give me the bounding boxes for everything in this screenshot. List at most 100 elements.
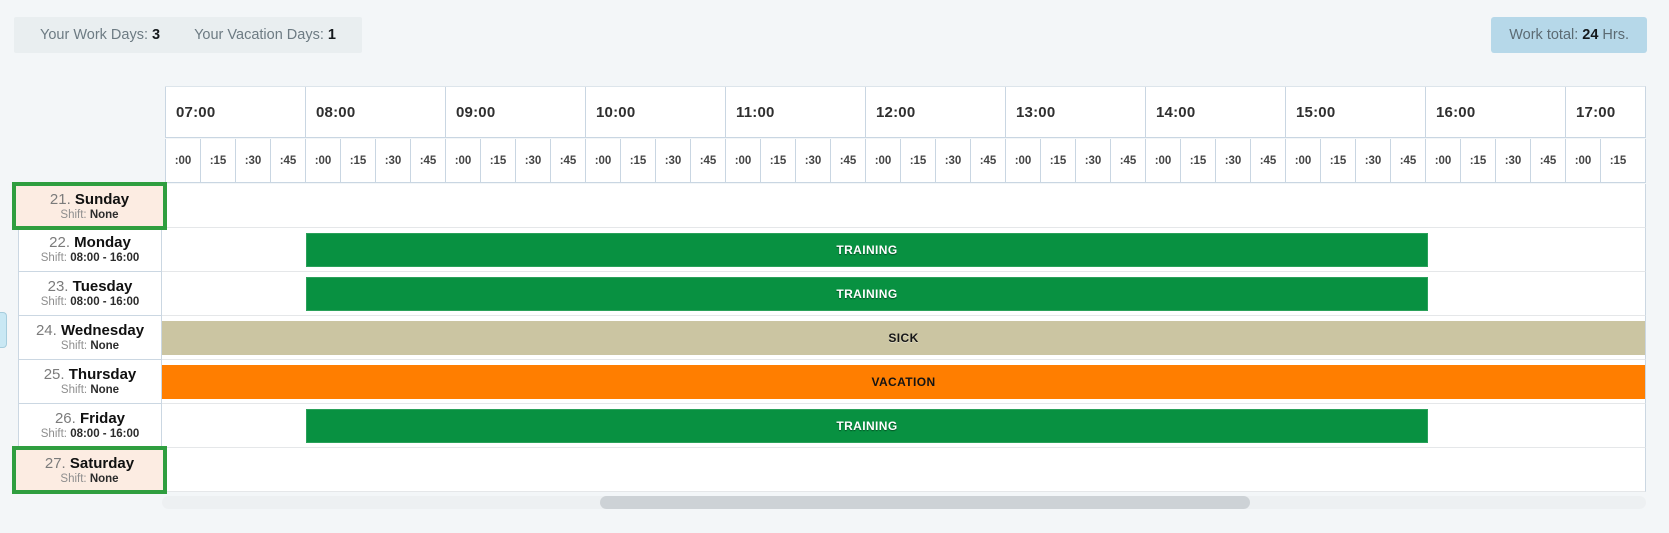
day-shift: Shift: None <box>60 472 118 486</box>
day-shift: Shift: None <box>61 383 119 397</box>
quarter-label: :00 <box>1005 139 1040 182</box>
day-name: Wednesday <box>60 322 145 339</box>
work-total-value: 24 <box>1582 27 1599 43</box>
work-total-label: Work total: <box>1509 27 1579 43</box>
quarter-label: :45 <box>550 139 585 182</box>
horizontal-scrollbar-track[interactable] <box>162 496 1646 509</box>
day-track-saturday[interactable] <box>162 448 1646 492</box>
work-total-box: Work total: 24 Hrs. <box>1491 17 1647 53</box>
day-shift: Shift: 08:00 - 16:00 <box>41 427 139 441</box>
hours-header: 07:00 08:00 09:00 10:00 11:00 12:00 13:00 14:00… <box>165 86 1646 138</box>
day-label-friday[interactable]: 26. Friday Shift: 08:00 - 16:00 <box>18 404 162 448</box>
day-label-wednesday[interactable]: 24. Wednesday Shift: None <box>18 316 162 360</box>
vacation-days-label: Your Vacation Days: <box>194 27 324 43</box>
shift-value: None <box>90 384 120 396</box>
quarter-label: :15 <box>340 139 375 182</box>
day-number: 21. <box>49 190 71 208</box>
quarter-label: :00 <box>725 139 760 182</box>
event-bar-label: VACATION <box>871 375 936 389</box>
day-track-friday[interactable]: TRAINING <box>162 404 1646 448</box>
day-title: 25. Thursday <box>44 366 137 383</box>
event-bar-training[interactable]: TRAINING <box>306 277 1428 311</box>
quarter-label: :30 <box>1215 139 1250 182</box>
day-name: Sunday <box>74 190 130 208</box>
quarter-label: :30 <box>795 139 830 182</box>
quarter-label: :45 <box>830 139 865 182</box>
quarter-label: :00 <box>445 139 480 182</box>
day-name: Thursday <box>68 366 137 383</box>
quarter-label: :45 <box>970 139 1005 182</box>
quarter-label: :30 <box>935 139 970 182</box>
day-label-saturday[interactable]: 27. Saturday Shift: None <box>12 446 167 494</box>
quarter-label: :15 <box>1460 139 1495 182</box>
event-bar-training[interactable]: TRAINING <box>306 233 1428 267</box>
day-shift: Shift: 08:00 - 16:00 <box>41 251 139 265</box>
event-bar-label: TRAINING <box>836 419 898 433</box>
event-bar-training[interactable]: TRAINING <box>306 409 1428 443</box>
hour-label: 08:00 <box>305 87 445 137</box>
quarter-label: :30 <box>1355 139 1390 182</box>
day-title: 21. Sunday <box>50 191 129 208</box>
event-bar-vacation[interactable]: VACATION <box>162 365 1645 399</box>
day-track-sunday[interactable] <box>162 184 1646 228</box>
shift-prefix: Shift: <box>40 252 67 264</box>
quarter-label: :15 <box>620 139 655 182</box>
quarter-label: :45 <box>1390 139 1425 182</box>
hour-label: 07:00 <box>165 87 305 137</box>
day-name: Saturday <box>69 454 135 472</box>
side-panel-handle[interactable] <box>0 312 7 348</box>
quarter-label: :15 <box>1320 139 1355 182</box>
quarter-label: :30 <box>655 139 690 182</box>
hour-label: 15:00 <box>1285 87 1425 137</box>
day-track-wednesday[interactable]: SICK <box>162 316 1646 360</box>
day-number: 23. <box>47 278 69 295</box>
day-title: 23. Tuesday <box>48 278 133 295</box>
quarter-label: :15 <box>760 139 795 182</box>
day-number: 27. <box>44 454 66 472</box>
quarter-label: :00 <box>1145 139 1180 182</box>
quarter-label: :00 <box>305 139 340 182</box>
shift-prefix: Shift: <box>60 208 87 221</box>
shift-prefix: Shift: <box>40 428 67 440</box>
day-shift: Shift: None <box>61 339 119 353</box>
day-name: Friday <box>80 410 126 427</box>
quarters-header: :00:15:30:45:00:15:30:45:00:15:30:45:00:… <box>165 139 1646 183</box>
quarter-label: :00 <box>1285 139 1320 182</box>
day-title: 27. Saturday <box>45 455 134 472</box>
day-number: 22. <box>49 234 70 251</box>
hour-label: 16:00 <box>1425 87 1565 137</box>
quarter-label: :00 <box>865 139 900 182</box>
work-days-value: 3 <box>152 27 161 43</box>
quarter-label: :15 <box>1040 139 1075 182</box>
shift-prefix: Shift: <box>60 472 87 485</box>
day-track-monday[interactable]: TRAINING <box>162 228 1646 272</box>
day-label-monday[interactable]: 22. Monday Shift: 08:00 - 16:00 <box>18 228 162 272</box>
quarter-label: :00 <box>1425 139 1460 182</box>
day-track-tuesday[interactable]: TRAINING <box>162 272 1646 316</box>
event-bar-label: TRAINING <box>836 287 898 301</box>
day-label-sunday[interactable]: 21. Sunday Shift: None <box>12 182 167 230</box>
day-name: Monday <box>74 234 131 251</box>
day-title: 24. Wednesday <box>36 322 144 339</box>
day-shift: Shift: None <box>60 208 118 222</box>
day-shift: Shift: 08:00 - 16:00 <box>41 295 139 309</box>
quarter-label: :30 <box>1075 139 1110 182</box>
shift-value: 08:00 - 16:00 <box>70 428 140 440</box>
day-name: Tuesday <box>72 278 133 295</box>
event-bar-label: SICK <box>888 331 919 345</box>
quarter-label: :30 <box>235 139 270 182</box>
day-label-tuesday[interactable]: 23. Tuesday Shift: 08:00 - 16:00 <box>18 272 162 316</box>
day-title: 22. Monday <box>49 234 131 251</box>
quarter-label: :15 <box>1180 139 1215 182</box>
day-track-thursday[interactable]: VACATION <box>162 360 1646 404</box>
work-total-suffix: Hrs. <box>1602 27 1629 43</box>
day-label-thursday[interactable]: 25. Thursday Shift: None <box>18 360 162 404</box>
quarter-label: :15 <box>480 139 515 182</box>
hour-label: 12:00 <box>865 87 1005 137</box>
hour-label: 09:00 <box>445 87 585 137</box>
horizontal-scrollbar-thumb[interactable] <box>600 496 1250 509</box>
event-bar-sick[interactable]: SICK <box>162 321 1645 355</box>
quarter-label: :15 <box>200 139 235 182</box>
summary-box: Your Work Days: 3 Your Vacation Days: 1 <box>14 17 362 53</box>
vacation-days-summary: Your Vacation Days: 1 <box>194 27 336 43</box>
